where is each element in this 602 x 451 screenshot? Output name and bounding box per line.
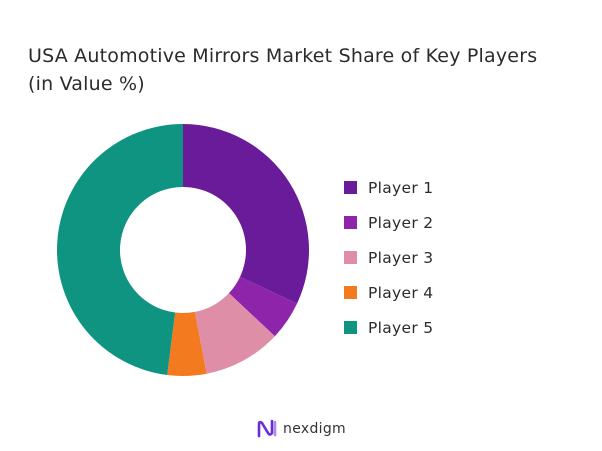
legend-swatch bbox=[344, 251, 357, 264]
legend-item-player-5: Player 5 bbox=[344, 310, 433, 345]
donut-slice-player-1 bbox=[183, 124, 309, 304]
legend-label: Player 2 bbox=[368, 213, 434, 232]
legend-item-player-1: Player 1 bbox=[344, 170, 433, 205]
legend-swatch bbox=[344, 216, 357, 229]
legend-label: Player 3 bbox=[368, 248, 434, 267]
legend-item-player-2: Player 2 bbox=[344, 205, 433, 240]
brand-name: nexdigm bbox=[283, 421, 346, 437]
legend-swatch bbox=[344, 181, 357, 194]
donut-slice-player-2 bbox=[228, 276, 298, 337]
brand-logo: nexdigm bbox=[256, 418, 346, 440]
legend-swatch bbox=[344, 321, 357, 334]
legend-label: Player 4 bbox=[368, 283, 434, 302]
chart-title: USA Automotive Mirrors Market Share of K… bbox=[28, 42, 537, 98]
legend-label: Player 5 bbox=[368, 318, 434, 337]
donut-slice-player-3 bbox=[194, 293, 275, 374]
donut-slice-player-4 bbox=[167, 311, 207, 377]
chart-title-line-1: USA Automotive Mirrors Market Share of K… bbox=[28, 45, 538, 67]
legend-swatch bbox=[344, 286, 357, 299]
chart-legend: Player 1 Player 2 Player 3 Player 4 Play… bbox=[344, 170, 433, 345]
donut-slices bbox=[56, 124, 309, 377]
legend-item-player-3: Player 3 bbox=[344, 240, 433, 275]
footer: nexdigm bbox=[0, 418, 602, 440]
legend-item-player-4: Player 4 bbox=[344, 275, 433, 310]
legend-label: Player 1 bbox=[368, 178, 434, 197]
chart-title-line-2: (in Value %) bbox=[28, 73, 145, 95]
donut-slice-player-5 bbox=[56, 124, 183, 376]
nexdigm-logo-icon bbox=[257, 419, 277, 438]
